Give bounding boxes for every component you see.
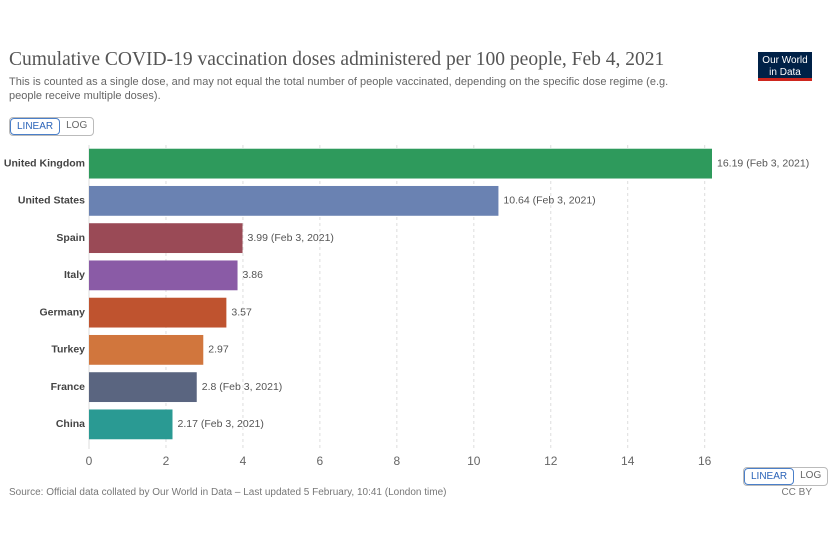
data-label: 2.17 (Feb 3, 2021) (178, 418, 264, 430)
source: Source: Official data collated by Our Wo… (9, 487, 447, 498)
x-tick-label: 14 (621, 454, 635, 468)
x-tick-label: 16 (698, 454, 712, 468)
x-tick-label: 2 (163, 454, 170, 468)
x-tick-label: 4 (240, 454, 247, 468)
bar (89, 372, 197, 403)
y-tick-label: Spain (56, 232, 85, 244)
chart-title: Cumulative COVID-19 vaccination doses ad… (9, 49, 665, 70)
bar (89, 409, 173, 440)
logo[interactable]: Our World in Data (758, 52, 812, 81)
chart-subtitle: This is counted as a single dose, and ma… (9, 76, 669, 102)
x-tick-label: 12 (544, 454, 558, 468)
scale-toggle: LINEAR LOG (9, 117, 95, 136)
license[interactable]: CC BY (781, 487, 812, 498)
x-tick-label: 10 (467, 454, 481, 468)
y-tick-label: France (51, 381, 86, 393)
data-label: 2.8 (Feb 3, 2021) (202, 381, 283, 393)
data-label: 16.19 (Feb 3, 2021) (717, 157, 809, 169)
scale-toggle: LINEAR LOG (743, 467, 829, 486)
y-tick-label: Turkey (51, 344, 85, 356)
bar (89, 223, 243, 254)
bar (89, 334, 204, 365)
bar (89, 297, 227, 328)
y-tick-label: United Kingdom (4, 157, 85, 169)
y-tick-label: Italy (64, 269, 85, 281)
scale-button[interactable]: LOG (66, 120, 88, 131)
data-label: 3.99 (Feb 3, 2021) (248, 232, 334, 244)
data-label: 2.97 (208, 344, 229, 356)
data-label: 10.64 (Feb 3, 2021) (503, 195, 595, 207)
scale-button[interactable]: LINEAR (10, 118, 61, 135)
data-label: 3.86 (243, 269, 264, 281)
logo-line: in Data (769, 67, 801, 78)
scale-button[interactable]: LOG (800, 470, 822, 481)
bar (89, 260, 238, 291)
bar (89, 148, 712, 179)
y-tick-label: United States (18, 195, 85, 207)
scale-button[interactable]: LINEAR (744, 468, 795, 485)
x-tick-label: 0 (86, 454, 93, 468)
y-tick-label: China (56, 418, 85, 430)
y-tick-label: Germany (39, 306, 85, 318)
x-tick-label: 8 (394, 454, 401, 468)
data-label: 3.57 (231, 306, 252, 318)
bar (89, 185, 499, 216)
x-tick-label: 6 (317, 454, 324, 468)
logo-line: Our World (762, 55, 808, 66)
